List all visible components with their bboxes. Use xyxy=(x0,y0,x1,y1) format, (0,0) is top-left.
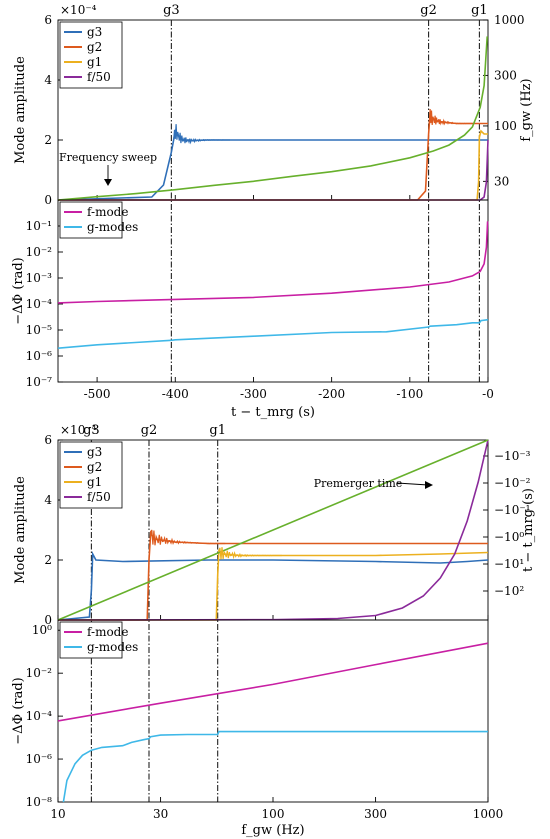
right-tick-label: −10¹ xyxy=(494,557,524,571)
legend-label: g2 xyxy=(87,40,102,54)
mode-line-label: g2 xyxy=(420,3,437,18)
legend-label: g1 xyxy=(87,475,102,489)
annotation-frequency-sweep: Frequency sweep xyxy=(59,151,157,164)
series-f/50 xyxy=(58,139,489,201)
series-g-modes xyxy=(57,318,489,349)
legend-label: g-modes xyxy=(87,640,138,654)
mode-line-label: g1 xyxy=(209,423,226,438)
y-tick-label: 10⁻⁶ xyxy=(26,752,53,766)
x-tick-label: -200 xyxy=(318,387,345,401)
series-f_gw xyxy=(57,36,488,201)
annotation-arrowhead xyxy=(425,481,433,489)
y-tick-label: 10⁻⁶ xyxy=(26,349,53,363)
right-tick-label: 300 xyxy=(494,68,517,82)
y-tick-label: 6 xyxy=(44,433,52,447)
legend-label: g1 xyxy=(87,55,102,69)
x-tick-label: -100 xyxy=(396,387,423,401)
x-tick-label: -400 xyxy=(162,387,189,401)
legend-box xyxy=(59,621,123,659)
annotation-arrowhead xyxy=(104,179,112,186)
right-tick-label: −10⁻² xyxy=(494,476,531,490)
right-tick-label: −10² xyxy=(494,584,524,598)
y-exponent-label: ×10⁻⁴ xyxy=(60,3,97,17)
mode-line-label: g3 xyxy=(163,3,180,18)
right-tick-label: −10⁰ xyxy=(494,530,524,544)
right-tick-label: 1000 xyxy=(494,13,525,27)
right-tick-label: −10⁻¹ xyxy=(494,503,530,517)
x-tick-label: 1000 xyxy=(473,807,504,821)
ringing-g3 xyxy=(173,124,230,145)
y-tick-label: 10⁻⁴ xyxy=(26,709,53,723)
x-tick-label: 100 xyxy=(262,807,285,821)
y-tick-label: 4 xyxy=(44,493,52,507)
y-axis-label: Mode amplitude xyxy=(13,56,28,164)
series-g1 xyxy=(58,129,488,201)
y-axis-label: −ΔΦ (rad) xyxy=(11,257,26,325)
x-axis-label: f_gw (Hz) xyxy=(241,823,304,838)
x-tick-label: 10 xyxy=(50,807,65,821)
x-tick-label: -0 xyxy=(482,387,494,401)
legend-label: f-mode xyxy=(87,625,128,639)
x-tick-label: 300 xyxy=(364,807,387,821)
mode-line-label: g2 xyxy=(141,423,158,438)
series-f/50 xyxy=(57,439,489,621)
annotation-arrow xyxy=(396,482,429,486)
right-tick-label: −10⁻³ xyxy=(494,449,531,463)
series-g-modes xyxy=(62,730,488,803)
y-tick-label: 0 xyxy=(44,613,52,627)
y-exponent-label: ×10⁻⁴ xyxy=(60,423,97,437)
mode-line-label: g1 xyxy=(471,3,488,18)
x-tick-label: 30 xyxy=(153,807,168,821)
legend-label: g3 xyxy=(87,25,102,39)
y-tick-label: 10⁰ xyxy=(32,623,52,637)
series-g2 xyxy=(58,530,488,621)
panel-top-upper-axes xyxy=(57,19,489,201)
y-axis-label: Mode amplitude xyxy=(13,476,28,584)
annotation-premerger-time: Premerger time xyxy=(314,477,403,490)
series-g1 xyxy=(58,549,489,621)
y-tick-label: 10⁻³ xyxy=(26,271,53,285)
legend-label: f-mode xyxy=(87,205,128,219)
y-tick-label: 4 xyxy=(44,73,52,87)
series-g3 xyxy=(57,551,489,621)
legend-label: f/50 xyxy=(87,70,111,84)
legend-label: f/50 xyxy=(87,490,111,504)
series-f-mode xyxy=(57,642,489,722)
right-tick-label: 30 xyxy=(494,174,509,188)
y-tick-label: 2 xyxy=(44,133,52,147)
y-tick-label: 6 xyxy=(44,13,52,27)
ringing-g2 xyxy=(428,108,473,126)
y-tick-label: 10⁻⁴ xyxy=(26,297,53,311)
right-axis-label: t − t_mrg (s) xyxy=(521,488,536,572)
legend-label: g-modes xyxy=(87,220,138,234)
x-tick-label: -500 xyxy=(84,387,111,401)
legend-box xyxy=(59,201,123,239)
x-axis-label: t − t_mrg (s) xyxy=(231,405,315,420)
series-t − t_mrg xyxy=(57,439,489,621)
x-tick-label: -300 xyxy=(240,387,267,401)
legend-label: g3 xyxy=(87,445,102,459)
y-tick-label: 0 xyxy=(44,193,52,207)
series-f-mode xyxy=(57,221,489,304)
ringing-g2 xyxy=(150,529,226,546)
y-tick-label: 10⁻² xyxy=(26,245,53,259)
series-g3 xyxy=(57,128,488,201)
y-tick-label: 10⁻⁸ xyxy=(26,795,53,809)
y-tick-label: 10⁻¹ xyxy=(26,219,52,233)
y-tick-label: 10⁻⁵ xyxy=(26,323,53,337)
ringing-g1 xyxy=(218,547,282,560)
legend-label: g2 xyxy=(87,460,102,474)
y-axis-label: −ΔΦ (rad) xyxy=(11,677,26,745)
y-tick-label: 10⁻² xyxy=(26,666,53,680)
y-tick-label: 10⁻⁷ xyxy=(26,375,53,389)
panel-top-lower-axes xyxy=(57,199,489,383)
right-axis-label: f_gw (Hz) xyxy=(519,78,534,141)
y-tick-label: 2 xyxy=(44,553,52,567)
right-tick-label: 100 xyxy=(494,119,517,133)
mode-line-label: g3 xyxy=(83,423,100,438)
